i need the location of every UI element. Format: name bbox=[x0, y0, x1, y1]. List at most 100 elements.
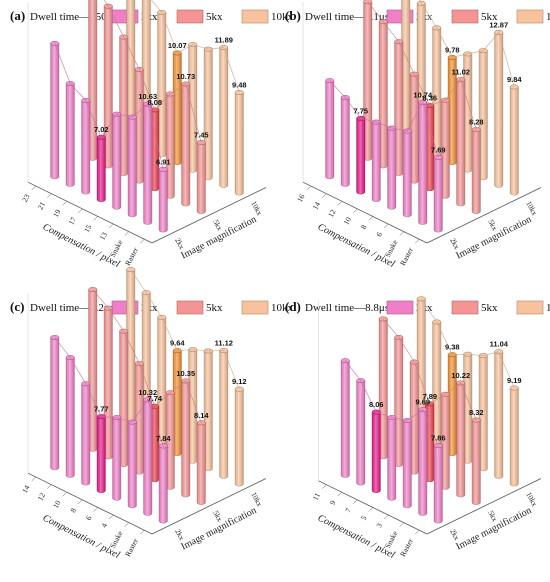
chart-panel-0: (a)Dwell time—350ns2kx5kx10kxRasterSnake… bbox=[10, 0, 294, 270]
panel-label: (b) bbox=[285, 8, 301, 23]
bar bbox=[96, 134, 106, 202]
bar bbox=[433, 443, 443, 524]
bar bbox=[418, 99, 428, 225]
value-label: 7.84 bbox=[156, 434, 171, 443]
legend-title: Dwell time—350ns bbox=[30, 11, 116, 23]
legend-swatch-1 bbox=[176, 9, 204, 24]
bar bbox=[112, 111, 122, 210]
value-label: 10.73 bbox=[176, 72, 195, 81]
value-label: 10.22 bbox=[451, 371, 470, 380]
x-tick-label: 6 bbox=[84, 514, 94, 522]
series-trend-line bbox=[130, 269, 240, 390]
value-label: 8.06 bbox=[369, 400, 384, 409]
chart-panel-3: (d)Dwell time—8.8μs2kx5kx10kxRasterSnake… bbox=[285, 296, 550, 561]
legend-swatch-1 bbox=[176, 300, 204, 315]
x-tick-label: Raster bbox=[123, 245, 140, 267]
legend-swatch-1 bbox=[451, 300, 479, 315]
legend-label-2: 10kx bbox=[546, 11, 550, 23]
bar bbox=[387, 125, 397, 210]
x-tick-label: 14 bbox=[311, 200, 323, 211]
bar bbox=[356, 115, 366, 195]
panel-label: (a) bbox=[10, 8, 25, 23]
panel-label: (d) bbox=[285, 299, 301, 314]
value-label: 8.08 bbox=[147, 98, 162, 107]
legend-swatch-1 bbox=[451, 9, 479, 24]
value-label: 11.12 bbox=[215, 338, 233, 347]
x-tick-label: 13 bbox=[98, 230, 110, 241]
value-label: 6.91 bbox=[156, 157, 171, 166]
legend-swatch-2 bbox=[241, 9, 269, 24]
legend-label-1: 5kx bbox=[206, 11, 223, 23]
x-tick-label: 21 bbox=[36, 200, 48, 211]
value-label: 7.75 bbox=[353, 106, 368, 115]
series-trend-line bbox=[92, 289, 202, 423]
bar bbox=[158, 166, 168, 233]
legend-swatch-2 bbox=[516, 300, 544, 315]
series-trend-line bbox=[54, 43, 164, 170]
x-tick-label: 16 bbox=[295, 192, 307, 203]
bar bbox=[165, 91, 175, 199]
bar bbox=[402, 128, 412, 218]
x-tick-label: 3 bbox=[374, 521, 384, 529]
legend-label-1: 5kx bbox=[206, 302, 223, 314]
chart-panel-1: (b)Dwell time—1.1μs2kx5kx10kxRasterSnake… bbox=[285, 0, 550, 270]
x-tick-label: 4 bbox=[99, 521, 109, 529]
series-trend-line bbox=[103, 0, 202, 143]
x-tick-label: 7 bbox=[343, 506, 353, 514]
bar bbox=[494, 349, 504, 479]
bar bbox=[196, 420, 206, 505]
bar bbox=[456, 77, 466, 207]
x-tick-label: 12 bbox=[36, 491, 48, 502]
chart-panel-2: (c)Dwell time—3.2μs2kx5kx10kxRasterSnake… bbox=[10, 267, 294, 561]
bar bbox=[127, 114, 137, 218]
x-tick-label: Raster bbox=[123, 536, 140, 558]
bar bbox=[340, 358, 350, 478]
value-label: 9.48 bbox=[232, 81, 247, 90]
legend-label-1: 5kx bbox=[481, 11, 498, 23]
axes bbox=[302, 2, 542, 244]
bar bbox=[158, 443, 168, 524]
axes bbox=[318, 300, 542, 535]
x-tick-label: 10 bbox=[51, 499, 63, 510]
value-label: 11.02 bbox=[452, 68, 470, 77]
bar bbox=[494, 29, 504, 188]
series-trend-line bbox=[344, 360, 439, 446]
bar bbox=[509, 385, 519, 487]
legend-swatch-0 bbox=[386, 300, 414, 315]
value-label: 9.78 bbox=[445, 45, 460, 54]
x-axis-title: Compensation / pixel bbox=[316, 513, 397, 561]
x-tick-label: 17 bbox=[67, 215, 79, 226]
x-tick-label: 8 bbox=[359, 223, 369, 231]
bar bbox=[471, 417, 481, 505]
bar bbox=[340, 95, 350, 187]
x-tick-label: 19 bbox=[51, 208, 63, 219]
legend-label-2: 10kx bbox=[271, 302, 294, 314]
bar bbox=[50, 335, 60, 471]
value-label: 8.32 bbox=[469, 408, 484, 417]
legend-title: Dwell time—3.2μs bbox=[30, 302, 114, 314]
x-axis-title: Compensation / pixel bbox=[41, 513, 122, 561]
bar bbox=[65, 81, 75, 187]
value-label: 9.12 bbox=[232, 377, 247, 386]
value-label: 10.63 bbox=[138, 92, 157, 101]
series-trend-line bbox=[329, 80, 439, 158]
legend-label-2: 10kx bbox=[546, 302, 550, 314]
value-label: 10.07 bbox=[168, 41, 187, 50]
value-label: 7.77 bbox=[94, 405, 109, 414]
bar bbox=[143, 101, 153, 225]
value-label: 8.28 bbox=[469, 118, 484, 127]
x-tick-label: 15 bbox=[82, 223, 94, 234]
x-tick-label: 14 bbox=[20, 483, 32, 494]
value-label: 7.89 bbox=[422, 392, 437, 401]
bar bbox=[471, 127, 481, 214]
bar bbox=[325, 78, 335, 180]
bar bbox=[50, 41, 60, 180]
value-label: 10.32 bbox=[138, 388, 157, 397]
x-axis-title: Compensation / pixel bbox=[316, 222, 397, 270]
series-trend-line bbox=[419, 0, 515, 88]
bar bbox=[371, 119, 381, 202]
bar bbox=[196, 140, 206, 214]
value-label: 7.02 bbox=[94, 125, 109, 134]
bar bbox=[96, 414, 106, 493]
x-tick-label: Raster bbox=[398, 536, 415, 558]
